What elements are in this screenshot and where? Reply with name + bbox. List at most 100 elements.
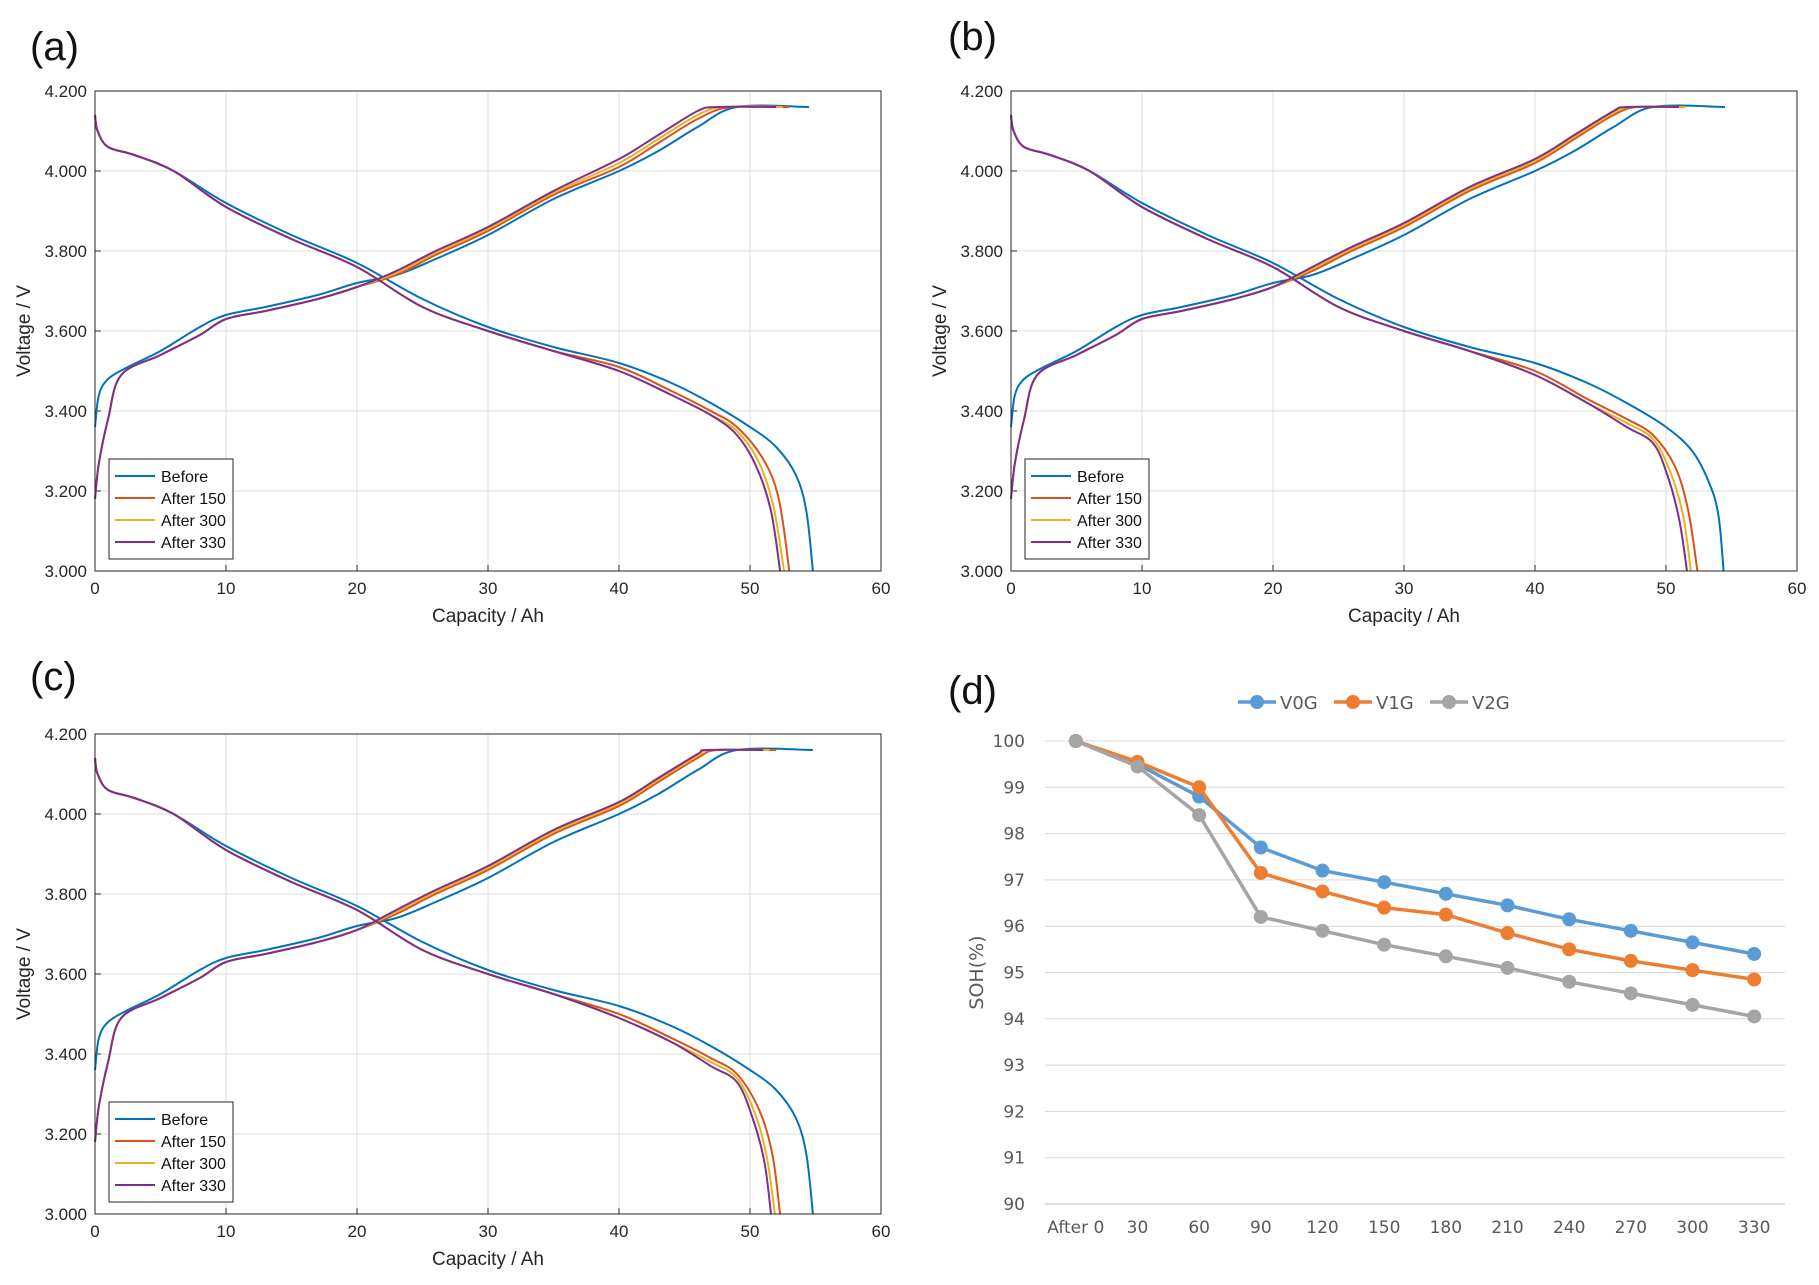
- series-line-v2g: [1075, 739, 1755, 1019]
- x-tick-label: 20: [348, 1222, 367, 1241]
- data-point-v1g: [1685, 963, 1700, 978]
- y-tick-label: 3.200: [44, 482, 87, 501]
- x-tick-label: 0: [90, 1222, 99, 1241]
- axes-box: [94, 90, 882, 572]
- data-point-v1g: [1253, 865, 1268, 880]
- x-tick-label: 40: [610, 579, 629, 598]
- x-tick-label: 20: [1264, 579, 1283, 598]
- x-tick-label: 120: [1306, 1218, 1338, 1238]
- data-point-v0g: [1623, 923, 1638, 938]
- y-tick-label: 3.600: [44, 322, 87, 341]
- y-tick-label: 4.200: [44, 82, 87, 101]
- data-point-v0g: [1747, 946, 1762, 961]
- data-point-v2g: [1068, 734, 1083, 748]
- series-line-after-330-charge: [94, 105, 777, 500]
- series-line-after-330-discharge: [94, 757, 772, 1215]
- data-point-v2g: [1747, 1009, 1762, 1024]
- y-tick-label: 3.800: [44, 242, 87, 261]
- series-line-v0g: [1075, 739, 1755, 956]
- y-tick-label: 3.000: [44, 1205, 87, 1224]
- data-point-v2g: [1315, 923, 1330, 938]
- legend: V0G V1G V2G: [1238, 693, 1510, 714]
- legend-entry-after-330: After 330: [161, 535, 226, 552]
- legend: Before After 150 After 300 After 330: [1024, 458, 1150, 560]
- y-tick-label: 3.800: [44, 885, 87, 904]
- x-tick-label: 40: [1526, 579, 1545, 598]
- x-tick-label: 20: [348, 579, 367, 598]
- x-axis-label: Capacity / Ah: [432, 606, 544, 627]
- panel-c-chart: (c) 0 10 20 30 40 50 60 3.000 3.200 3.400 3.600 3.80…: [14, 655, 890, 1270]
- y-tick-label: 94: [1003, 1010, 1025, 1030]
- y-tick-label: 99: [1003, 778, 1025, 798]
- legend-entry-after-330: After 330: [1077, 535, 1142, 552]
- data-point-v0g: [1685, 935, 1700, 950]
- y-axis-label: Voltage / V: [14, 285, 35, 377]
- x-tick-label: 30: [1395, 579, 1414, 598]
- data-point-v1g: [1315, 884, 1330, 899]
- y-tick-label: 90: [1003, 1195, 1025, 1215]
- panel-label: (b): [948, 15, 997, 59]
- data-point-v2g: [1623, 986, 1638, 1001]
- panel-label: (d): [948, 669, 997, 713]
- data-point-v0g: [1438, 886, 1453, 901]
- x-tick-label: 180: [1430, 1218, 1462, 1238]
- y-axis-label: SOH(%): [966, 935, 988, 1009]
- series-line-before-charge: [1010, 104, 1726, 428]
- y-tick-label: 92: [1003, 1102, 1025, 1122]
- x-tick-label: 50: [1657, 579, 1676, 598]
- data-point-v0g: [1377, 875, 1392, 890]
- x-tick-label: 210: [1491, 1218, 1523, 1238]
- legend-entry-v1g: V1G: [1376, 693, 1414, 714]
- x-tick-label: 40: [610, 1222, 629, 1241]
- legend-entry-before: Before: [161, 469, 208, 486]
- y-tick-label: 98: [1003, 825, 1025, 845]
- y-tick-label: 100: [993, 732, 1025, 752]
- legend-entry-before: Before: [161, 1112, 208, 1129]
- x-tick-label: After 0: [1047, 1218, 1104, 1238]
- series-line-before-charge: [94, 104, 810, 428]
- data-point-v1g: [1438, 907, 1453, 922]
- y-tick-label: 3.000: [44, 562, 87, 581]
- legend-entry-after-300: After 300: [161, 1156, 226, 1173]
- x-axis-label: Capacity / Ah: [432, 1249, 544, 1270]
- legend-entry-after-330: After 330: [161, 1178, 226, 1195]
- x-tick-label: 60: [872, 579, 891, 598]
- y-tick-label: 3.000: [960, 562, 1003, 581]
- y-tick-label: 96: [1003, 917, 1025, 937]
- x-tick-label: 300: [1676, 1218, 1708, 1238]
- axes-box: [1010, 90, 1798, 572]
- y-tick-label: 3.200: [44, 1125, 87, 1144]
- y-tick-label: 93: [1003, 1056, 1025, 1076]
- x-tick-label: 150: [1368, 1218, 1400, 1238]
- x-tick-label: 0: [1006, 579, 1015, 598]
- y-tick-label: 4.000: [44, 805, 87, 824]
- y-axis-label: Voltage / V: [14, 928, 35, 1020]
- x-tick-label: 240: [1553, 1218, 1585, 1238]
- x-tick-label: 90: [1250, 1218, 1272, 1238]
- y-tick-label: 95: [1003, 964, 1025, 984]
- axes-box: [94, 733, 882, 1215]
- data-point-v2g: [1500, 960, 1515, 975]
- x-tick-label: 50: [741, 1222, 760, 1241]
- y-tick-label: 3.800: [960, 242, 1003, 261]
- data-point-v0g: [1500, 898, 1515, 913]
- x-tick-label: 270: [1615, 1218, 1647, 1238]
- x-tick-label: 0: [90, 579, 99, 598]
- panel-label: (a): [30, 25, 79, 69]
- y-tick-label: 3.400: [44, 1045, 87, 1064]
- data-point-v2g: [1685, 997, 1700, 1012]
- legend-entry-after-150: After 150: [1077, 491, 1142, 508]
- data-point-v0g: [1562, 912, 1577, 927]
- legend-entry-after-150: After 150: [161, 1134, 226, 1151]
- data-point-v1g: [1747, 972, 1762, 987]
- legend-marker-v2g: [1442, 695, 1456, 709]
- legend-marker-v0g: [1250, 695, 1264, 709]
- y-tick-label: 3.600: [960, 322, 1003, 341]
- y-tick-label: 3.400: [44, 402, 87, 421]
- x-tick-label: 10: [1133, 579, 1152, 598]
- x-tick-label: 60: [1188, 1218, 1210, 1238]
- data-point-v0g: [1315, 863, 1330, 878]
- y-tick-label: 3.400: [960, 402, 1003, 421]
- legend-entry-before: Before: [1077, 469, 1124, 486]
